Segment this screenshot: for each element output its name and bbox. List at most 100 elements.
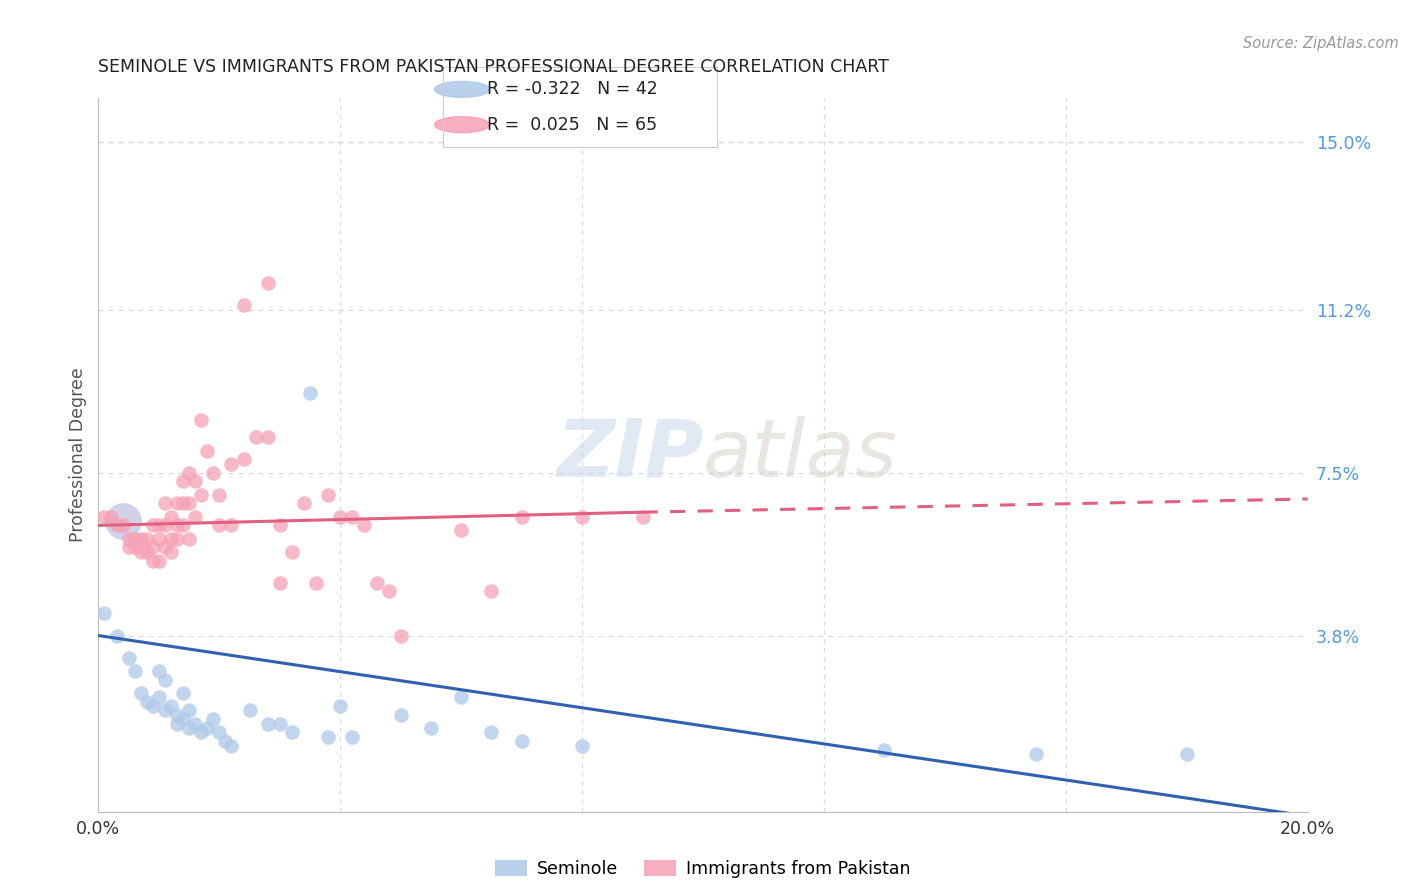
Point xyxy=(221,739,243,753)
Text: atlas: atlas xyxy=(703,416,898,494)
Point xyxy=(105,628,128,642)
Point xyxy=(342,509,364,524)
Point xyxy=(153,673,176,687)
Text: R = -0.322   N = 42: R = -0.322 N = 42 xyxy=(486,80,658,98)
Point xyxy=(160,698,183,713)
Point xyxy=(232,452,254,467)
Point xyxy=(184,475,207,489)
Point xyxy=(172,686,194,700)
Point xyxy=(105,518,128,533)
Point xyxy=(873,743,896,757)
Point xyxy=(214,734,236,748)
Point xyxy=(1024,747,1046,762)
Point xyxy=(129,532,152,546)
Point xyxy=(510,734,533,748)
Point xyxy=(153,496,176,510)
Point xyxy=(281,545,304,559)
Point xyxy=(93,509,115,524)
Point xyxy=(510,509,533,524)
Point xyxy=(571,509,593,524)
Point xyxy=(142,554,165,568)
Point xyxy=(481,584,503,599)
Point xyxy=(179,703,201,717)
Point xyxy=(153,518,176,533)
Point xyxy=(305,575,328,590)
Point xyxy=(281,725,304,739)
Point xyxy=(153,703,176,717)
Legend: Seminole, Immigrants from Pakistan: Seminole, Immigrants from Pakistan xyxy=(488,854,918,885)
Point xyxy=(148,690,170,705)
Point xyxy=(256,716,278,731)
Point xyxy=(142,698,165,713)
Point xyxy=(179,721,201,735)
Point xyxy=(179,496,201,510)
Circle shape xyxy=(434,117,489,133)
Point xyxy=(124,664,146,678)
Point xyxy=(420,721,443,735)
Point xyxy=(269,716,291,731)
Text: ZIP: ZIP xyxy=(555,416,703,494)
Point xyxy=(450,523,472,537)
Point xyxy=(172,712,194,726)
Point xyxy=(292,496,315,510)
Point xyxy=(190,487,212,501)
Point xyxy=(129,686,152,700)
Point xyxy=(195,721,218,735)
Point xyxy=(342,730,364,744)
Point xyxy=(111,514,134,528)
Point xyxy=(166,707,188,722)
Point xyxy=(148,554,170,568)
Point xyxy=(208,725,231,739)
Point xyxy=(221,457,243,471)
Point xyxy=(353,518,375,533)
Point xyxy=(256,430,278,444)
Point xyxy=(118,650,141,665)
Point xyxy=(148,664,170,678)
Point xyxy=(118,541,141,555)
Point xyxy=(142,541,165,555)
Point xyxy=(160,509,183,524)
Point xyxy=(124,541,146,555)
Text: Source: ZipAtlas.com: Source: ZipAtlas.com xyxy=(1243,36,1399,51)
Y-axis label: Professional Degree: Professional Degree xyxy=(69,368,87,542)
Point xyxy=(166,716,188,731)
Point xyxy=(124,532,146,546)
Point xyxy=(389,707,412,722)
Point xyxy=(202,466,225,480)
Point xyxy=(100,509,122,524)
Point xyxy=(329,698,352,713)
Point xyxy=(232,298,254,312)
Point xyxy=(135,545,157,559)
Point xyxy=(148,518,170,533)
Point xyxy=(179,466,201,480)
Point xyxy=(221,518,243,533)
Point xyxy=(135,532,157,546)
Point xyxy=(450,690,472,705)
Point xyxy=(179,532,201,546)
Point xyxy=(366,575,388,590)
Point xyxy=(153,541,176,555)
Point xyxy=(1175,747,1198,762)
Point xyxy=(316,730,339,744)
Point xyxy=(389,628,412,642)
Point xyxy=(148,532,170,546)
Point xyxy=(245,430,267,444)
Point xyxy=(129,545,152,559)
Point xyxy=(377,584,399,599)
Point xyxy=(166,496,188,510)
Point xyxy=(184,716,207,731)
Point xyxy=(166,532,188,546)
Point xyxy=(269,518,291,533)
Point xyxy=(142,518,165,533)
Point xyxy=(111,518,134,533)
Point xyxy=(316,487,339,501)
Point xyxy=(256,276,278,290)
Point xyxy=(172,496,194,510)
Point xyxy=(160,545,183,559)
Point xyxy=(202,712,225,726)
Point xyxy=(184,509,207,524)
Point xyxy=(208,518,231,533)
Point xyxy=(190,725,212,739)
Point xyxy=(299,386,322,401)
Point xyxy=(166,518,188,533)
